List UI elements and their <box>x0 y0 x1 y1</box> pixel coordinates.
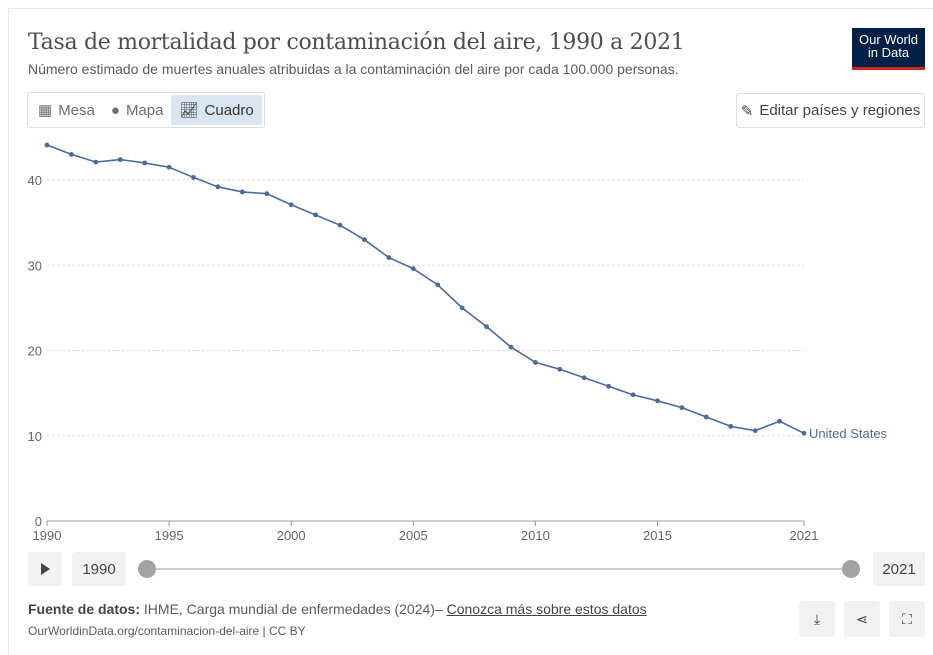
share-icon: ⋖ <box>856 610 868 627</box>
data-point <box>557 366 563 372</box>
fullscreen-button[interactable]: ⛶ <box>889 601 925 637</box>
data-point <box>191 175 196 180</box>
owid-logo[interactable]: Our World in Data <box>852 28 925 70</box>
line-chart: 0 10 20 30 40 1990 1995 2000 2005 2010 2015 2021 Uni… <box>28 142 888 543</box>
data-point <box>362 237 367 243</box>
download-icon: ⤓ <box>813 610 821 627</box>
data-point <box>386 255 392 260</box>
data-point <box>728 423 734 429</box>
data-point <box>459 305 465 311</box>
end-handle[interactable] <box>842 560 860 578</box>
data-point <box>239 189 245 195</box>
x-tick-label: 2015 <box>643 528 672 543</box>
share-button[interactable]: ⋖ <box>844 601 880 637</box>
data-point <box>801 430 807 436</box>
x-tick-label: 2005 <box>399 528 428 543</box>
download-button[interactable]: ⤓ <box>799 601 835 637</box>
data-point <box>288 202 294 208</box>
learn-more-link[interactable]: Conozca más sobre estos datos <box>446 601 647 617</box>
view-tabs: ▦ Mesa ● Mapa 📈︎ Cuadro <box>27 92 265 128</box>
y-tick-label: 20 <box>28 344 42 359</box>
data-point <box>508 344 514 350</box>
timeline-slider[interactable] <box>147 568 851 570</box>
data-point <box>606 383 612 389</box>
data-point <box>215 184 221 190</box>
tab-label: Mesa <box>58 101 95 119</box>
series-line <box>46 144 805 434</box>
table-icon: ▦ <box>38 102 53 119</box>
start-year[interactable]: 1990 <box>72 552 126 586</box>
source-line: Fuente de datos: IHME, Carga mundial de … <box>28 601 647 617</box>
data-point <box>655 398 660 404</box>
data-point <box>532 360 538 365</box>
data-point <box>117 157 123 162</box>
data-point <box>69 152 74 157</box>
globe-icon: ● <box>110 101 120 119</box>
y-tick-label: 40 <box>28 173 42 188</box>
tab-map[interactable]: ● Mapa <box>103 95 172 125</box>
data-point <box>264 191 270 197</box>
y-tick-label: 10 <box>28 429 42 444</box>
data-point <box>313 212 319 218</box>
line-chart-icon: 📈︎ <box>179 102 199 119</box>
tab-table[interactable]: ▦ Mesa <box>30 95 103 125</box>
tab-label: Mapa <box>125 101 164 119</box>
chart-frame <box>8 8 933 655</box>
x-tick-label: 2021 <box>790 528 819 543</box>
tab-chart[interactable]: 📈︎ Cuadro <box>171 95 262 125</box>
data-point <box>337 222 343 228</box>
source-label: Fuente de datos: <box>28 601 141 617</box>
data-point <box>93 159 99 165</box>
x-tick-label: 1990 <box>33 528 62 543</box>
data-point <box>581 375 587 381</box>
y-tick-label: 0 <box>35 514 42 529</box>
series-label: United States <box>809 426 888 441</box>
data-point <box>435 282 441 288</box>
edit-label: Editar países y regiones <box>759 102 921 119</box>
data-point <box>777 418 782 424</box>
data-point <box>410 266 416 272</box>
data-point <box>752 428 758 434</box>
end-year[interactable]: 2021 <box>873 552 925 586</box>
data-point <box>484 324 489 330</box>
data-point <box>166 164 172 170</box>
data-point <box>44 142 50 148</box>
tab-label: Cuadro <box>204 101 254 119</box>
start-handle[interactable] <box>138 560 156 578</box>
play-icon <box>40 563 50 575</box>
fullscreen-icon: ⛶ <box>902 610 912 627</box>
x-tick-label: 2000 <box>277 528 306 543</box>
y-tick-label: 30 <box>28 258 42 273</box>
x-tick-label: 1995 <box>155 528 184 543</box>
x-tick-label: 2010 <box>521 528 550 543</box>
source-text: IHME, Carga mundial de enfermedades (202… <box>140 601 447 617</box>
data-point <box>679 405 685 411</box>
play-button[interactable] <box>28 552 62 586</box>
pencil-icon: ✎ <box>740 102 754 120</box>
url-license[interactable]: OurWorldinData.org/contaminacion-del-air… <box>28 624 306 638</box>
chart-title: Tasa de mortalidad por contaminación del… <box>28 30 685 55</box>
chart-subtitle: Número estimado de muertes anuales atrib… <box>28 61 679 77</box>
data-point <box>703 414 709 420</box>
edit-countries-button[interactable]: ✎ Editar países y regiones <box>736 93 925 128</box>
data-point <box>142 160 148 166</box>
data-point <box>630 392 636 398</box>
